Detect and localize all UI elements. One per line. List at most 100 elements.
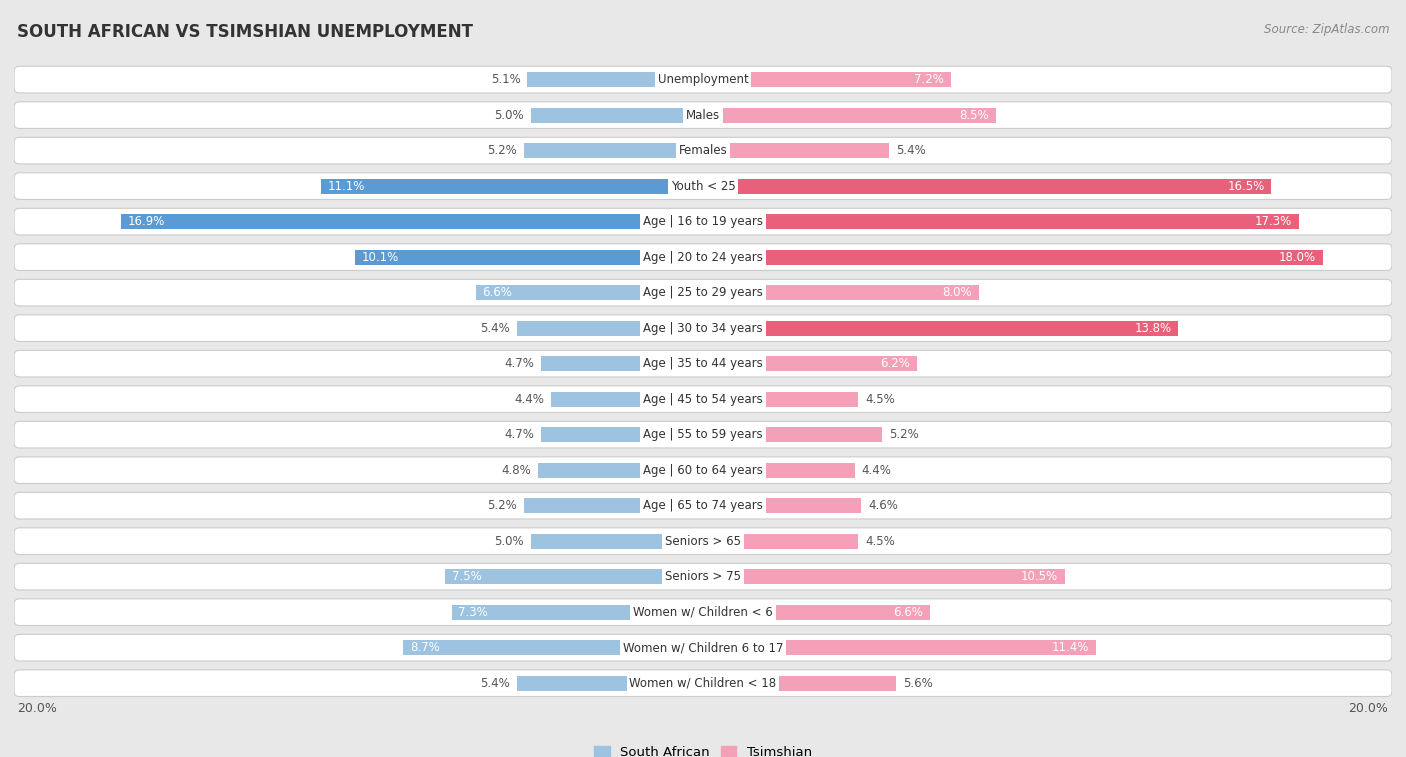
Text: 5.6%: 5.6% [903, 677, 932, 690]
Bar [524, 498, 703, 513]
Text: Age | 60 to 64 years: Age | 60 to 64 years [643, 463, 763, 477]
Text: 5.2%: 5.2% [488, 144, 517, 157]
Bar [444, 569, 703, 584]
Text: Women w/ Children 6 to 17: Women w/ Children 6 to 17 [623, 641, 783, 654]
FancyBboxPatch shape [14, 208, 1392, 235]
Text: SOUTH AFRICAN VS TSIMSHIAN UNEMPLOYMENT: SOUTH AFRICAN VS TSIMSHIAN UNEMPLOYMENT [17, 23, 472, 41]
Text: Age | 16 to 19 years: Age | 16 to 19 years [643, 215, 763, 228]
Bar [703, 72, 950, 87]
Bar [703, 498, 862, 513]
Bar [703, 463, 855, 478]
Bar [524, 143, 703, 158]
Text: Age | 65 to 74 years: Age | 65 to 74 years [643, 499, 763, 512]
Text: 4.5%: 4.5% [865, 534, 894, 547]
Text: Age | 30 to 34 years: Age | 30 to 34 years [643, 322, 763, 335]
Text: 4.7%: 4.7% [505, 428, 534, 441]
Text: 7.3%: 7.3% [458, 606, 488, 618]
Bar [551, 391, 703, 407]
Text: Women w/ Children < 18: Women w/ Children < 18 [630, 677, 776, 690]
Text: Females: Females [679, 144, 727, 157]
Bar [703, 427, 882, 442]
Text: 5.1%: 5.1% [491, 73, 520, 86]
Bar [475, 285, 703, 300]
FancyBboxPatch shape [14, 456, 1392, 484]
Text: 5.0%: 5.0% [495, 108, 524, 122]
Bar [537, 463, 703, 478]
Text: 4.8%: 4.8% [501, 463, 531, 477]
Text: 7.5%: 7.5% [451, 570, 481, 583]
Text: 13.8%: 13.8% [1135, 322, 1171, 335]
FancyBboxPatch shape [14, 101, 1392, 129]
Text: 10.5%: 10.5% [1021, 570, 1057, 583]
Bar [703, 391, 858, 407]
Text: 11.1%: 11.1% [328, 179, 366, 192]
Text: 20.0%: 20.0% [1348, 702, 1389, 715]
Bar [321, 179, 703, 194]
Bar [356, 250, 703, 265]
Bar [703, 321, 1178, 335]
FancyBboxPatch shape [14, 492, 1392, 519]
Text: 5.2%: 5.2% [889, 428, 918, 441]
Text: 4.4%: 4.4% [862, 463, 891, 477]
Text: Age | 35 to 44 years: Age | 35 to 44 years [643, 357, 763, 370]
Bar [703, 179, 1271, 194]
Text: 6.6%: 6.6% [482, 286, 512, 299]
Text: 4.6%: 4.6% [869, 499, 898, 512]
Legend: South African, Tsimshian: South African, Tsimshian [589, 740, 817, 757]
Bar [517, 321, 703, 335]
FancyBboxPatch shape [14, 670, 1392, 696]
Text: 8.0%: 8.0% [942, 286, 972, 299]
Text: 8.5%: 8.5% [959, 108, 988, 122]
Bar [703, 107, 995, 123]
FancyBboxPatch shape [14, 137, 1392, 164]
FancyBboxPatch shape [14, 279, 1392, 306]
Text: 4.7%: 4.7% [505, 357, 534, 370]
Text: Age | 25 to 29 years: Age | 25 to 29 years [643, 286, 763, 299]
Text: 4.4%: 4.4% [515, 393, 544, 406]
Text: 10.1%: 10.1% [361, 251, 399, 263]
Text: Unemployment: Unemployment [658, 73, 748, 86]
Bar [531, 534, 703, 549]
FancyBboxPatch shape [14, 599, 1392, 625]
Text: 5.4%: 5.4% [896, 144, 925, 157]
Bar [121, 214, 703, 229]
FancyBboxPatch shape [14, 67, 1392, 93]
Text: 5.4%: 5.4% [481, 322, 510, 335]
FancyBboxPatch shape [14, 244, 1392, 270]
Bar [451, 605, 703, 620]
FancyBboxPatch shape [14, 315, 1392, 341]
FancyBboxPatch shape [14, 350, 1392, 377]
Bar [541, 357, 703, 371]
Text: Youth < 25: Youth < 25 [671, 179, 735, 192]
Text: Source: ZipAtlas.com: Source: ZipAtlas.com [1264, 23, 1389, 36]
FancyBboxPatch shape [14, 173, 1392, 199]
Text: 8.7%: 8.7% [411, 641, 440, 654]
Text: 5.4%: 5.4% [481, 677, 510, 690]
Bar [703, 214, 1299, 229]
Bar [703, 357, 917, 371]
Text: 16.9%: 16.9% [128, 215, 165, 228]
Text: Seniors > 65: Seniors > 65 [665, 534, 741, 547]
Bar [703, 569, 1064, 584]
Bar [404, 640, 703, 655]
Text: Age | 45 to 54 years: Age | 45 to 54 years [643, 393, 763, 406]
Bar [703, 605, 931, 620]
Text: Age | 55 to 59 years: Age | 55 to 59 years [643, 428, 763, 441]
Text: Males: Males [686, 108, 720, 122]
Text: Women w/ Children < 6: Women w/ Children < 6 [633, 606, 773, 618]
Text: 18.0%: 18.0% [1279, 251, 1316, 263]
FancyBboxPatch shape [14, 422, 1392, 448]
Bar [703, 640, 1095, 655]
Text: 5.0%: 5.0% [495, 534, 524, 547]
Text: 6.2%: 6.2% [880, 357, 910, 370]
FancyBboxPatch shape [14, 563, 1392, 590]
Bar [541, 427, 703, 442]
Bar [527, 72, 703, 87]
Bar [531, 107, 703, 123]
Text: 17.3%: 17.3% [1254, 215, 1292, 228]
Bar [703, 143, 889, 158]
Text: 16.5%: 16.5% [1227, 179, 1264, 192]
Bar [703, 250, 1323, 265]
Text: Age | 20 to 24 years: Age | 20 to 24 years [643, 251, 763, 263]
FancyBboxPatch shape [14, 386, 1392, 413]
